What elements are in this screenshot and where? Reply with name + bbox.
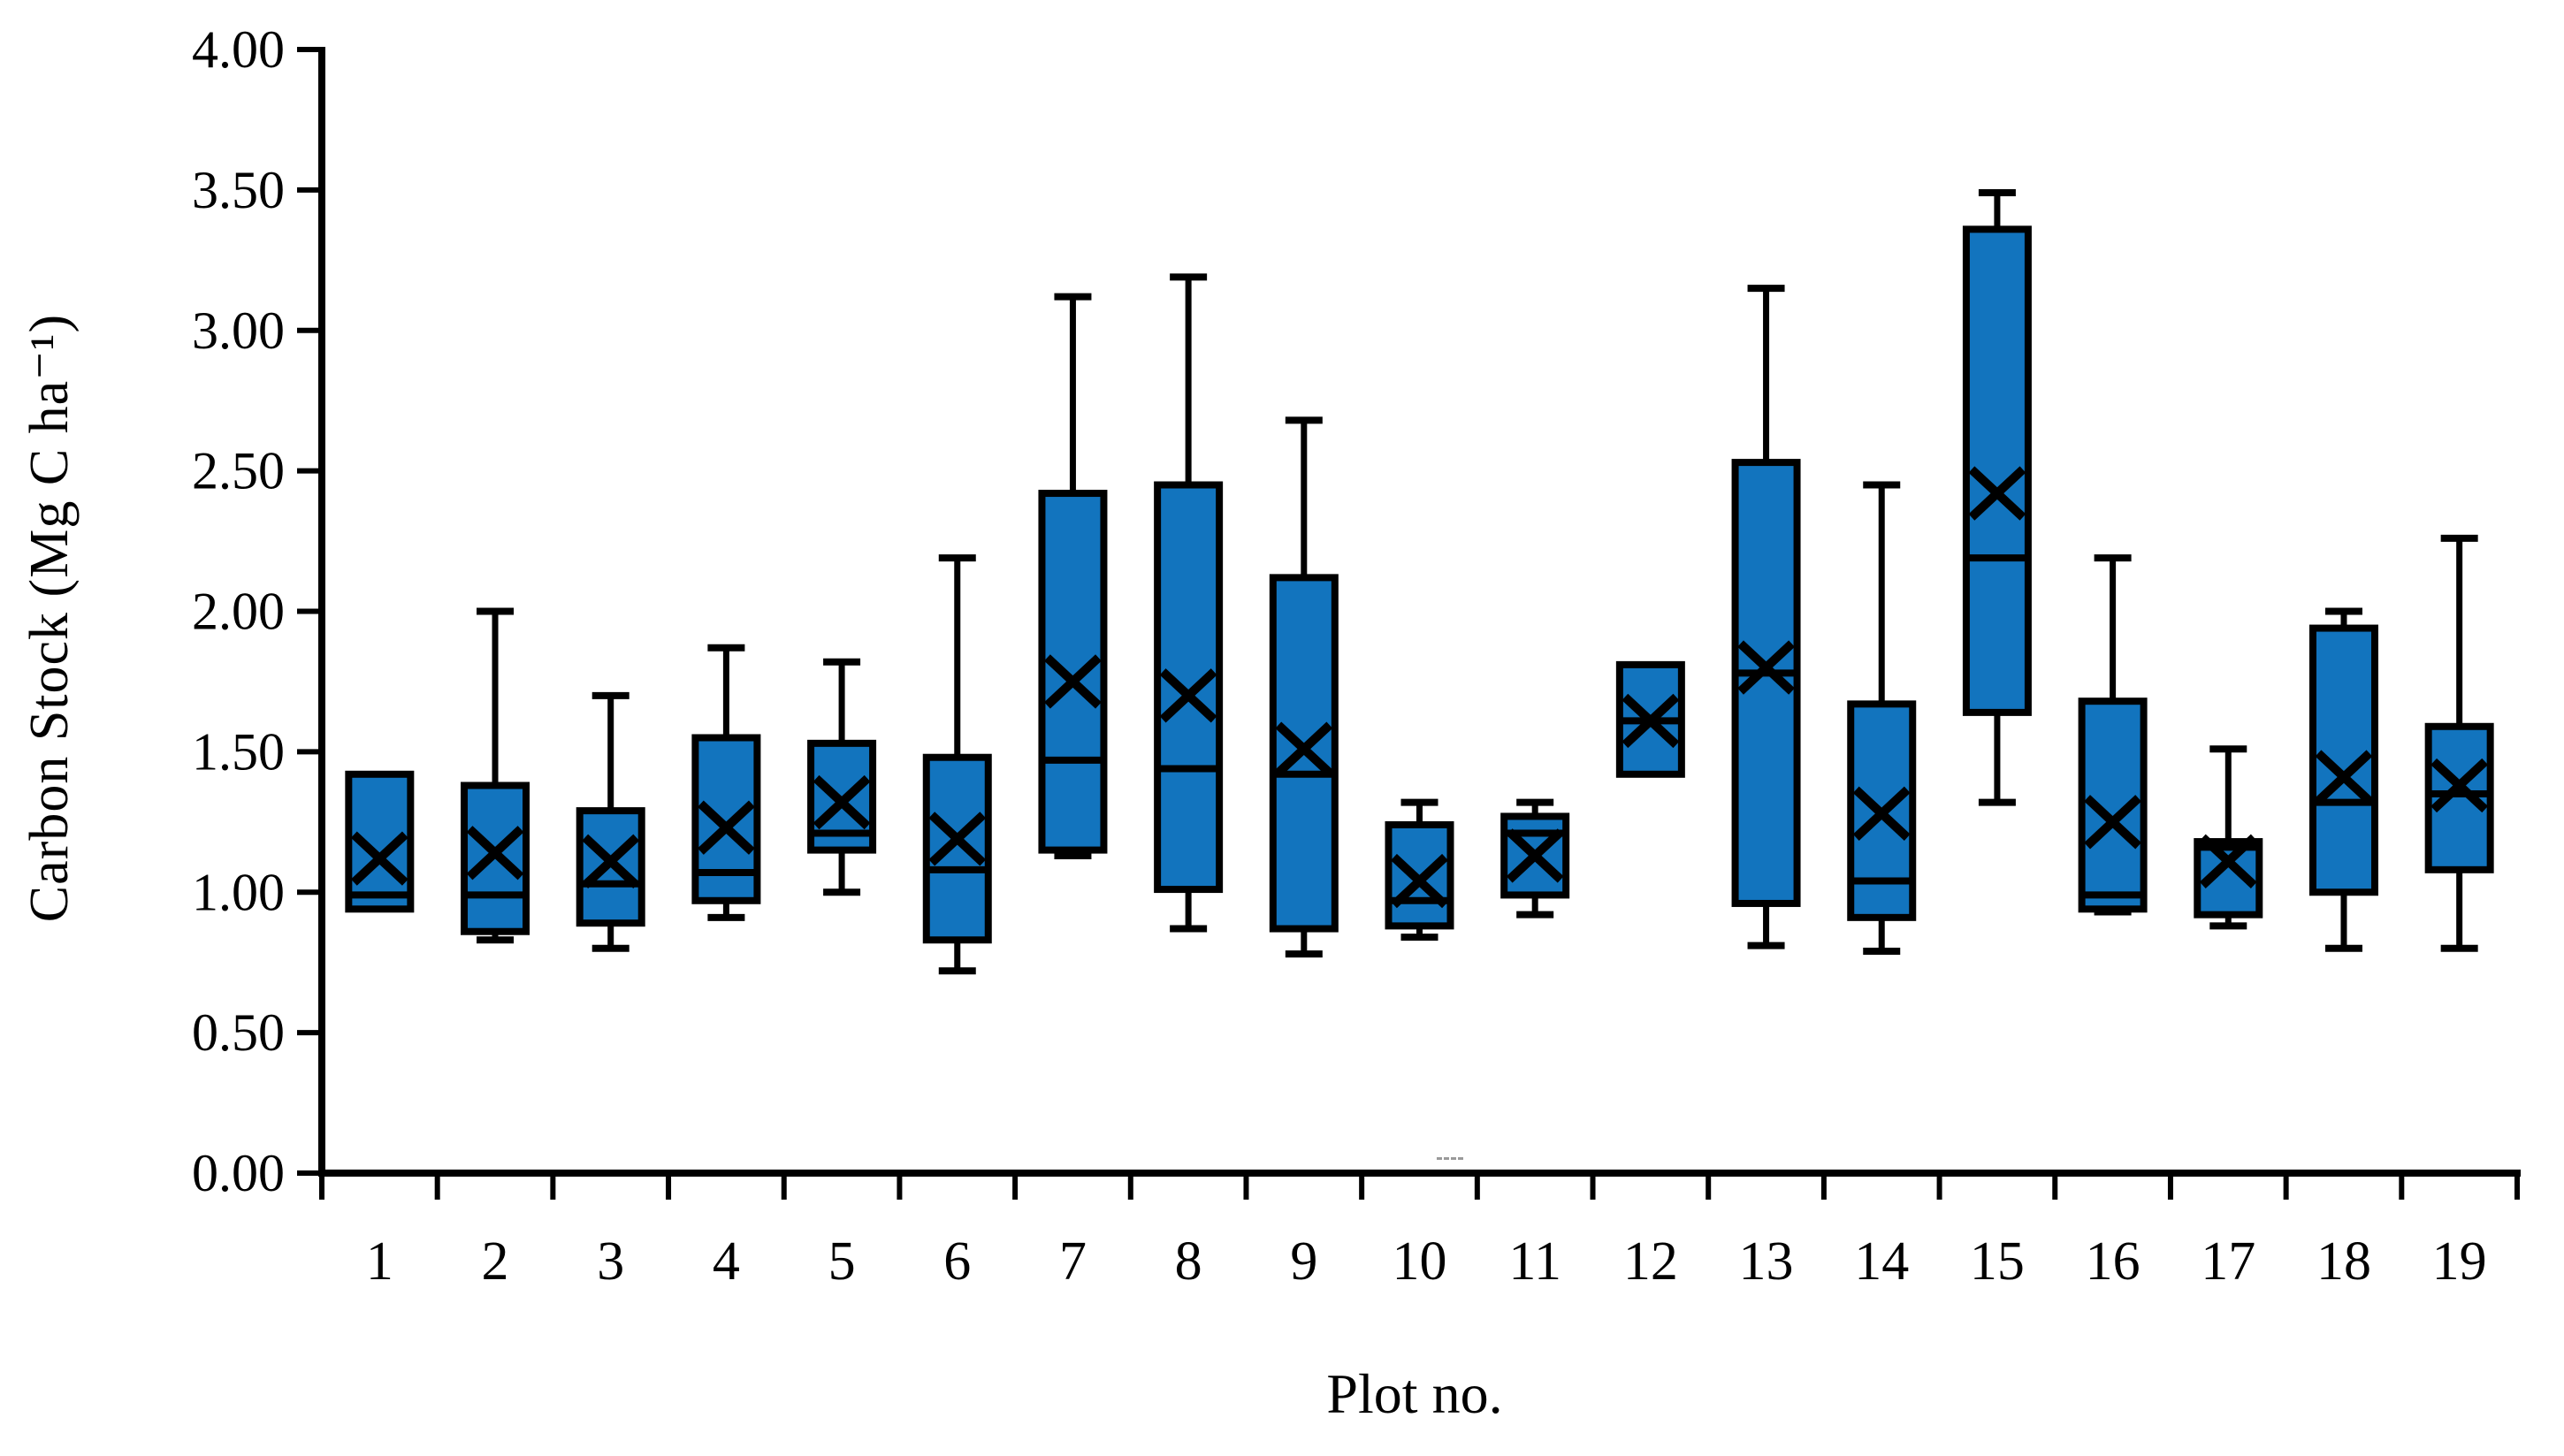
x-tick-label: 15 — [1970, 1231, 2025, 1292]
x-tick-label: 12 — [1623, 1231, 1678, 1292]
mean-x-marker — [1737, 640, 1795, 695]
x-tick-label: 4 — [713, 1231, 740, 1292]
y-tick-label: 1.50 — [192, 722, 285, 781]
mean-x-marker — [1852, 786, 1911, 841]
x-tick-label: 14 — [1854, 1231, 1909, 1292]
mean-x-marker — [928, 812, 987, 866]
mean-x-marker — [350, 831, 408, 886]
box-plot-4 — [691, 734, 761, 904]
y-tick-label: 1.00 — [192, 863, 285, 921]
mean-x-marker — [466, 826, 524, 880]
x-tick-label: 17 — [2201, 1231, 2255, 1292]
x-tick-label: 18 — [2316, 1231, 2371, 1292]
x-tick-label: 19 — [2432, 1231, 2487, 1292]
y-tick-label: 3.00 — [192, 301, 285, 360]
x-tick-label: 10 — [1393, 1231, 1447, 1292]
mean-x-marker — [2084, 795, 2142, 850]
box-plot-19 — [2424, 722, 2494, 873]
x-tick-label: 6 — [943, 1231, 971, 1292]
x-tick-label: 13 — [1739, 1231, 1794, 1292]
mean-x-marker — [1968, 466, 2026, 521]
mean-x-marker — [1622, 693, 1680, 749]
y-tick-label: 0.00 — [192, 1144, 285, 1202]
box-plot-8 — [1154, 481, 1224, 894]
x-tick-label: 3 — [597, 1231, 624, 1292]
y-tick-label: 2.00 — [192, 583, 285, 641]
x-tick-label: 16 — [2086, 1231, 2140, 1292]
mean-x-marker — [1275, 721, 1333, 776]
y-tick-label: 2.50 — [192, 442, 285, 500]
x-tick-label: 5 — [828, 1231, 856, 1292]
y-tick-label: 3.50 — [192, 161, 285, 219]
x-tick-label: 11 — [1508, 1231, 1561, 1292]
box-plot-3 — [576, 807, 645, 927]
x-tick-label: 1 — [366, 1231, 393, 1292]
box-plot-6 — [922, 753, 992, 944]
mean-x-marker — [1044, 654, 1102, 709]
mean-x-marker — [697, 800, 755, 855]
y-tick-label: 4.00 — [192, 20, 285, 79]
axis-artifact-dash — [1437, 1157, 1463, 1160]
mean-x-marker — [1159, 668, 1217, 723]
x-tick-label: 9 — [1290, 1231, 1317, 1292]
mean-x-marker — [813, 774, 871, 830]
box-plot-7 — [1038, 490, 1108, 854]
x-axis-title: Plot no. — [1326, 1362, 1503, 1425]
mean-x-marker — [2199, 834, 2257, 888]
mean-x-marker — [2430, 758, 2489, 813]
mean-x-marker — [2315, 750, 2373, 804]
mean-x-marker — [582, 834, 640, 888]
x-tick-label: 2 — [482, 1231, 509, 1292]
mean-x-marker — [1391, 853, 1448, 909]
x-tick-label: 7 — [1059, 1231, 1087, 1292]
x-tick-label: 8 — [1175, 1231, 1202, 1292]
y-axis-title: Carbon Stock (Mg C ha⁻¹) — [19, 313, 80, 923]
y-tick-label: 0.50 — [192, 1003, 285, 1062]
mean-x-marker — [1506, 828, 1564, 883]
